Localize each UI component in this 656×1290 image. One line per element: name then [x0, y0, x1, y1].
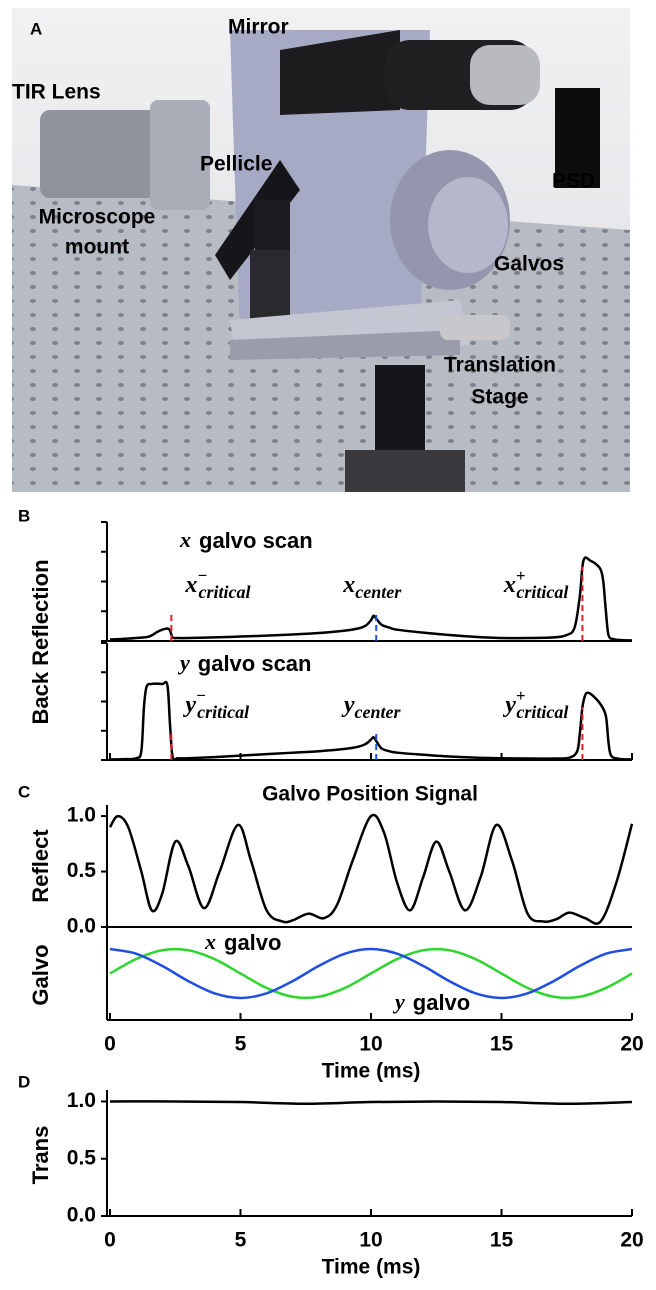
x-tick-label: 15: [490, 1229, 514, 1252]
x-tick-label: 0: [104, 1033, 116, 1056]
math-sub: center: [355, 702, 402, 722]
text-part: galvo scan: [198, 651, 312, 676]
marker-label: y+critical: [502, 686, 568, 722]
image-label: mount: [65, 236, 129, 259]
y-tick-label: 0.5: [67, 859, 97, 882]
x-tick-label: 10: [359, 1229, 382, 1252]
text-part: galvo: [224, 930, 281, 955]
x-tick-label: 5: [235, 1033, 247, 1056]
image-label: Stage: [471, 386, 528, 409]
math-sub: critical: [197, 702, 249, 722]
panel-letter: D: [18, 1072, 30, 1091]
math-var: y: [182, 692, 196, 718]
y-axis-label: Reflect: [28, 829, 53, 903]
annotation: y galvo scan: [177, 650, 311, 676]
figure: A Mirror TIR Lens Pellicle PSD Microscop…: [0, 0, 656, 1290]
annotation: x galvo scan: [179, 527, 313, 553]
panel-letter: C: [18, 782, 30, 801]
math-var: y: [177, 650, 190, 675]
y-tick-label: 1.0: [67, 1089, 96, 1112]
math-var: x: [179, 527, 191, 552]
x-tick-label: 0: [104, 1229, 116, 1252]
y-tick-label: 0.0: [67, 1204, 96, 1227]
image-label: Pellicle: [200, 153, 272, 176]
math-var: y: [502, 692, 516, 718]
math-var: y: [341, 692, 355, 718]
panel-letter: B: [18, 506, 30, 525]
marker-label: y−critical: [182, 686, 249, 722]
math-sub: critical: [516, 582, 568, 602]
data-line: [110, 949, 632, 998]
math-sub: critical: [199, 582, 251, 602]
image-label: PSD: [552, 170, 595, 193]
math-var: x: [204, 929, 216, 954]
x-tick-label: 15: [490, 1033, 514, 1056]
x-tick-label: 20: [620, 1229, 643, 1252]
data-line: [110, 815, 632, 924]
data-line: [110, 1101, 632, 1103]
y-tick-label: 0.0: [67, 915, 96, 938]
image-label: TIR Lens: [12, 81, 101, 104]
math-var: x: [342, 572, 355, 598]
image-label: Galvos: [494, 253, 564, 276]
math-var: x: [503, 572, 516, 598]
math-var: x: [184, 572, 197, 598]
text-part: galvo scan: [199, 528, 313, 553]
marker-label: xcenter: [342, 572, 402, 603]
x-tick-label: 20: [620, 1033, 643, 1056]
page: A Mirror TIR Lens Pellicle PSD Microscop…: [0, 0, 656, 1290]
y-axis-label: Trans: [28, 1126, 53, 1185]
math-sub: center: [355, 582, 402, 602]
x-axis-label: Time (ms): [322, 1256, 421, 1279]
math-sub: critical: [516, 702, 568, 722]
math-var: y: [392, 989, 405, 1014]
y-tick-label: 1.0: [67, 804, 96, 827]
chart-title: Galvo Position Signal: [262, 783, 478, 806]
x-axis-label: Time (ms): [322, 1060, 421, 1083]
x-tick-label: 5: [235, 1229, 247, 1252]
marker-label: x−critical: [184, 566, 250, 602]
marker-label: ycenter: [341, 692, 402, 723]
panel-letter: A: [30, 19, 42, 38]
x-tick-label: 10: [359, 1033, 382, 1056]
image-label: Translation: [444, 354, 556, 377]
y-axis-label: Galvo: [28, 944, 53, 1005]
image-label: Microscope: [39, 206, 156, 229]
y-axis-label: Back Reflection: [28, 559, 53, 724]
text-part: galvo: [413, 990, 470, 1015]
marker-label: x+critical: [503, 566, 569, 602]
y-tick-label: 0.5: [67, 1146, 97, 1169]
image-label: Mirror: [228, 16, 289, 39]
